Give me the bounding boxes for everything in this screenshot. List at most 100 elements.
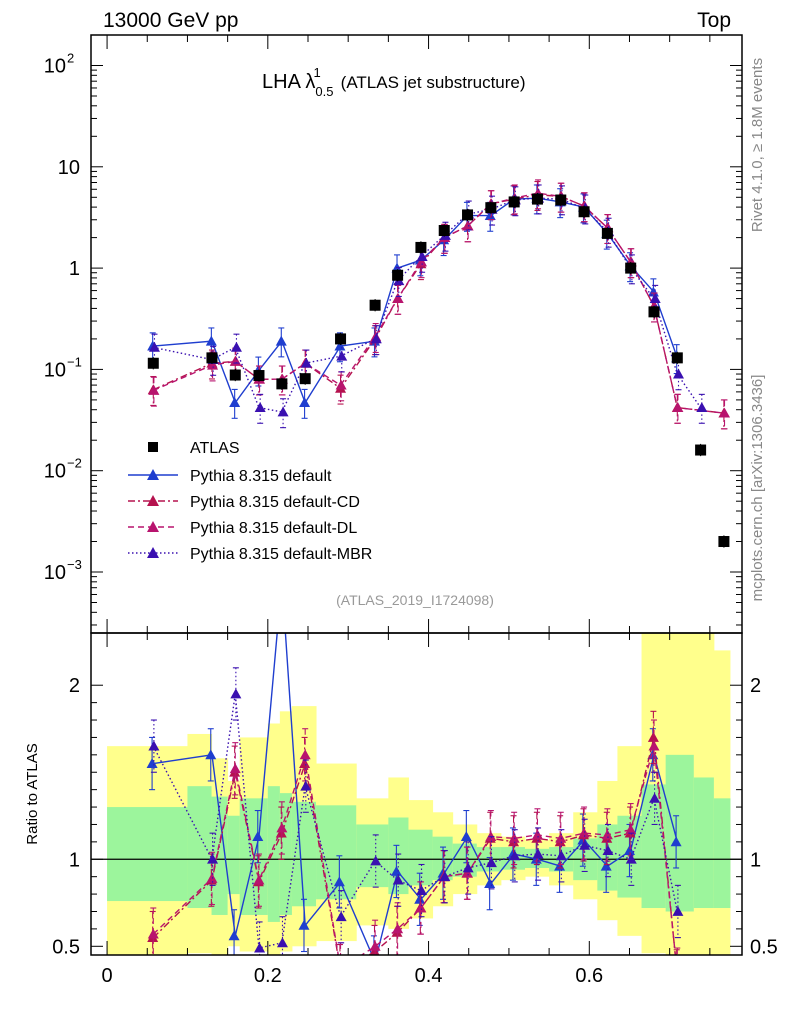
data-point-dl: [148, 384, 160, 395]
data-point-mbr: [416, 885, 428, 895]
header-right: Top: [697, 9, 731, 32]
plot-title-rest: (ATLAS jet substructure): [341, 73, 526, 92]
data-point-dl: [555, 832, 567, 843]
x-tick-label: 0.6: [575, 965, 603, 987]
rivet-label: Rivet 4.1.0, ≥ 1.8M events: [749, 58, 766, 232]
data-point-atlas: [531, 193, 543, 205]
data-point-default: [390, 865, 402, 876]
y-tick-label-main-exp: −1: [67, 354, 82, 369]
data-point-default: [205, 335, 217, 346]
data-point-mbr: [230, 688, 242, 699]
data-point-dl: [335, 963, 346, 973]
data-point-mbr: [254, 402, 266, 412]
data-point-default: [670, 836, 682, 847]
data-point-dl: [625, 824, 637, 835]
data-point-mbr: [300, 780, 312, 791]
data-point-mbr: [336, 350, 348, 361]
data-point-default: [299, 397, 311, 408]
y-tick-label-ratio-left: 2: [69, 675, 80, 697]
data-point-default: [600, 860, 612, 871]
data-point-mbr: [300, 357, 312, 368]
data-point-dl: [415, 902, 427, 913]
data-point-default: [334, 340, 346, 351]
data-point-mbr: [230, 341, 242, 352]
ratio-ylabel: Ratio to ATLAS: [24, 743, 41, 844]
ratio-plot-frame: [90, 632, 743, 956]
data-point-dl: [462, 867, 474, 878]
legend: ATLAS Pythia 8.315 default Pythia 8.315 …: [128, 440, 372, 563]
series-line-mbr: [153, 197, 702, 413]
y-tick-label-main: 10: [44, 359, 66, 381]
data-point-dl: [719, 407, 731, 418]
data-point-default: [275, 335, 287, 346]
data-point-mbr: [254, 942, 266, 953]
y-tick-label-main: 10: [58, 157, 80, 179]
data-point-dl: [229, 763, 241, 774]
y-tick-label-main-exp: −3: [67, 557, 82, 572]
y-tick-label-ratio-right: 0.5: [750, 936, 778, 958]
data-point-mbr: [672, 905, 684, 916]
data-point-default: [252, 831, 264, 842]
data-point-atlas: [718, 536, 730, 548]
data-point-atlas: [392, 269, 404, 281]
plot-title-main: LHA λ: [262, 71, 315, 93]
header-left: 13000 GeV pp: [103, 9, 238, 32]
data-point-mbr: [509, 850, 521, 861]
legend-marker-mbr: [147, 547, 159, 558]
plot-title-sub: 0.5: [315, 84, 333, 99]
data-point-mbr: [485, 857, 497, 868]
data-point-atlas: [555, 194, 567, 206]
main-plot-frame: [90, 34, 743, 634]
legend-cd: Pythia 8.315 default-CD: [190, 494, 360, 511]
data-point-atlas: [485, 202, 497, 214]
y-tick-label-main-exp: −2: [67, 456, 82, 471]
data-point-mbr: [439, 871, 451, 882]
data-point-mbr: [532, 848, 544, 859]
data-point-atlas: [147, 357, 159, 369]
data-point-dl: [601, 829, 613, 840]
data-point-dl: [299, 749, 311, 760]
series-line-dl: [153, 192, 724, 414]
data-point-dl: [672, 402, 684, 412]
data-point-default: [275, 575, 286, 585]
y-tick-label-main-exp: 2: [67, 50, 74, 65]
data-point-mbr: [696, 402, 708, 412]
data-point-atlas: [438, 225, 450, 237]
data-point-mbr: [462, 862, 474, 873]
data-point-dl: [335, 379, 347, 390]
data-point-dl: [253, 874, 265, 885]
data-point-mbr: [673, 368, 685, 379]
data-point-default: [623, 845, 635, 855]
data-point-mbr: [370, 855, 382, 866]
band-inner: [356, 824, 389, 888]
data-point-mbr: [277, 406, 289, 417]
data-point-mbr: [148, 740, 160, 751]
legend-atlas: ATLAS: [190, 440, 240, 457]
data-point-dl: [531, 829, 543, 840]
series-line-dl: [152, 745, 677, 955]
legend-dl: Pythia 8.315 default-DL: [190, 520, 357, 537]
data-point-mbr: [335, 911, 347, 922]
band-inner: [291, 801, 317, 907]
data-point-default: [146, 758, 158, 768]
band-inner: [713, 798, 731, 909]
data-point-dl: [578, 827, 590, 838]
data-point-mbr: [276, 937, 288, 948]
data-point-mbr: [625, 853, 637, 864]
plot-title: LHA λ0.5 1 (ATLAS jet substructure): [262, 65, 526, 99]
data-point-atlas: [671, 352, 683, 364]
data-point-mbr: [392, 874, 404, 885]
band-inner: [279, 793, 293, 915]
data-point-dl: [392, 293, 404, 303]
y-tick-label-main: 10: [44, 461, 66, 483]
data-point-default: [229, 397, 241, 408]
data-point-dl: [369, 940, 381, 951]
data-point-atlas: [415, 241, 427, 253]
data-point-cd: [647, 731, 659, 742]
data-point-default: [298, 919, 310, 930]
data-point-atlas: [369, 299, 381, 311]
data-point-default: [484, 878, 496, 889]
data-point-atlas: [508, 196, 520, 208]
data-point-mbr: [649, 792, 661, 803]
data-point-dl: [462, 220, 474, 231]
